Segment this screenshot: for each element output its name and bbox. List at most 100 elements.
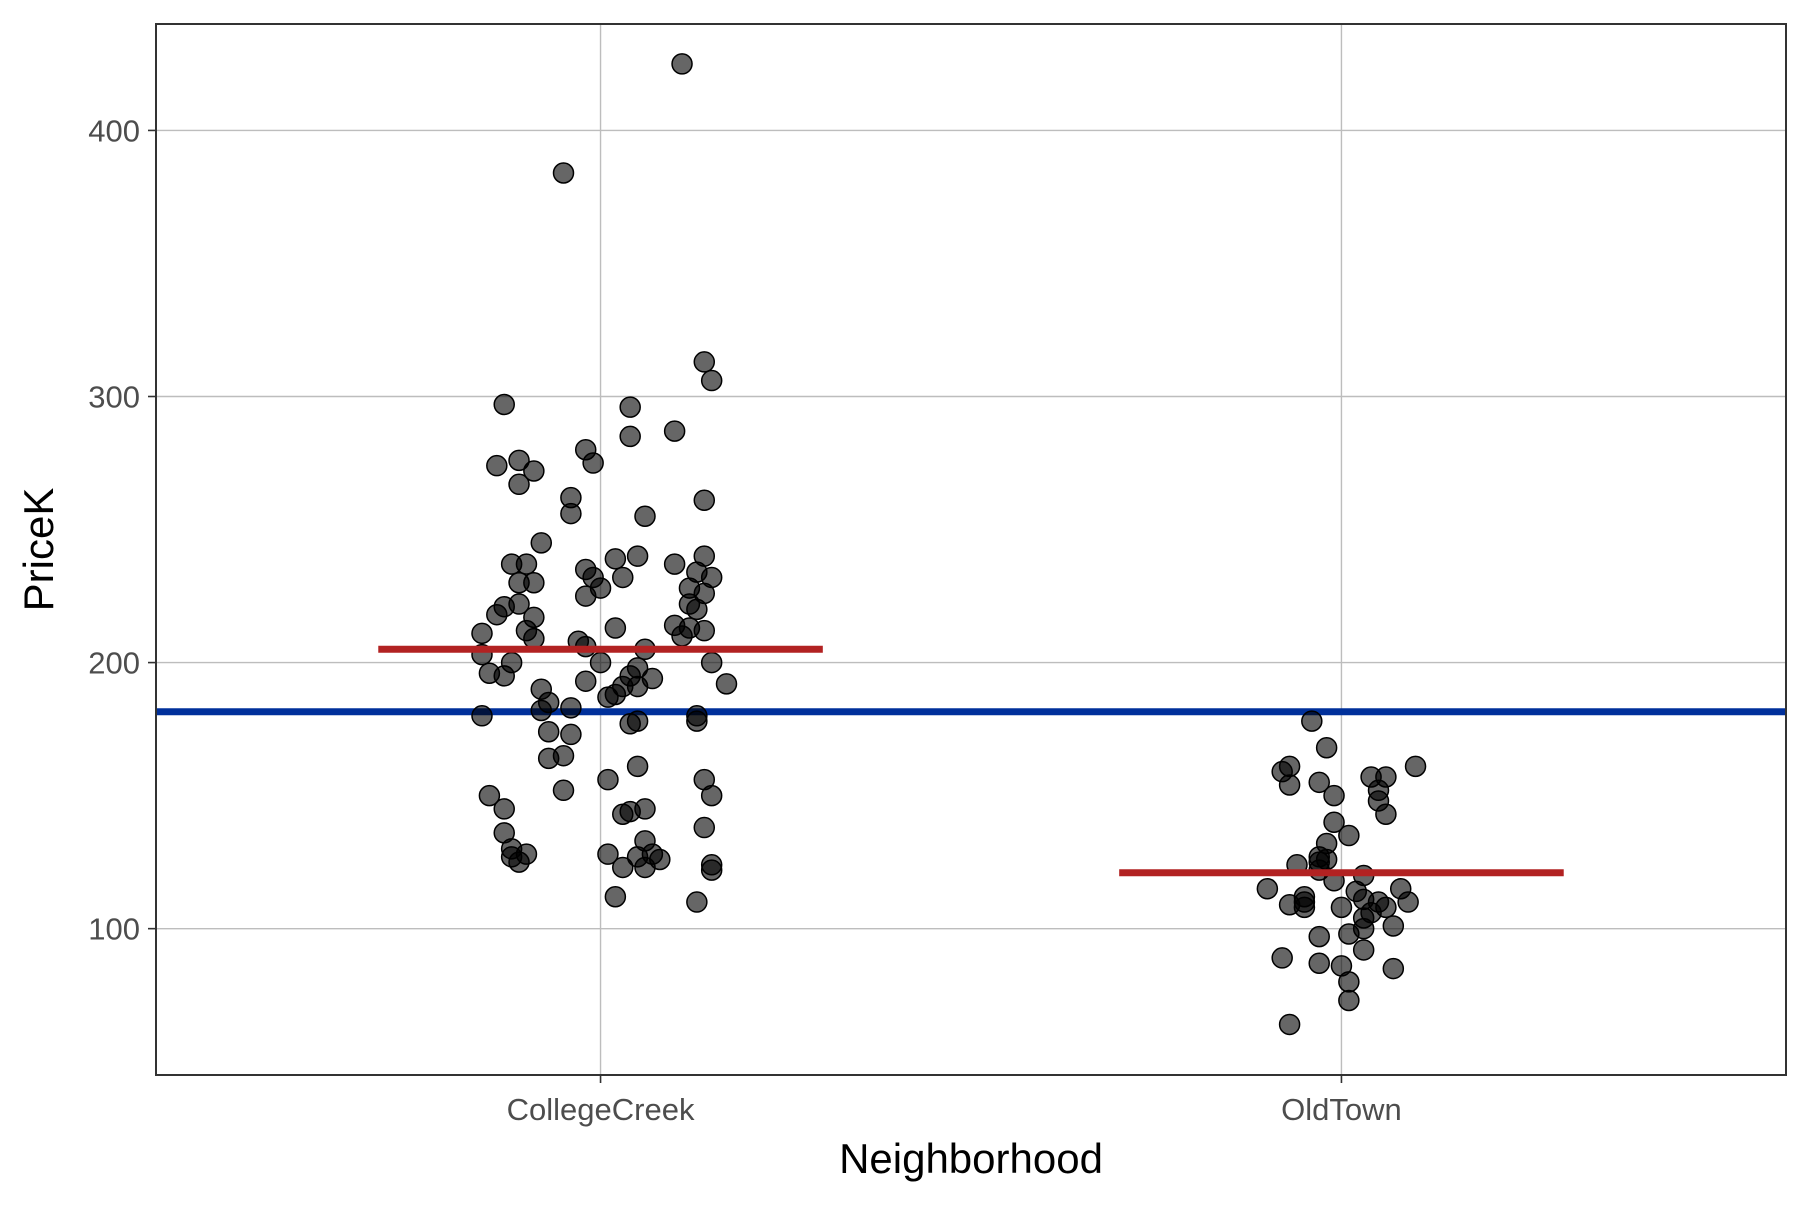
group-mean-layer — [378, 645, 1564, 877]
data-point — [552, 779, 575, 802]
data-point — [1308, 925, 1330, 948]
y-tick-label: 200 — [88, 646, 140, 681]
data-point — [1323, 811, 1345, 833]
data-point — [686, 598, 708, 621]
data-point — [700, 651, 723, 674]
data-point — [1352, 939, 1375, 961]
data-points — [471, 53, 1427, 1036]
data-point — [508, 473, 530, 496]
data-point — [715, 673, 738, 695]
data-point — [552, 744, 575, 767]
data-point — [515, 553, 538, 575]
data-point — [471, 622, 493, 645]
data-point — [693, 351, 716, 373]
data-point — [634, 798, 656, 820]
x-axis-title: Neighborhood — [839, 1135, 1103, 1182]
data-point — [1382, 915, 1405, 937]
data-point — [486, 454, 508, 477]
data-point — [1375, 803, 1397, 825]
data-point — [700, 784, 723, 807]
y-axis-title: PriceK — [15, 488, 62, 612]
data-point — [686, 891, 708, 913]
y-axis-ticks: 100 200 300 400 — [88, 113, 156, 947]
data-point — [574, 585, 597, 607]
data-point — [493, 798, 515, 820]
data-point — [686, 710, 708, 732]
data-point — [663, 420, 686, 442]
data-point — [693, 816, 716, 839]
data-point — [634, 856, 656, 879]
data-point — [612, 856, 634, 879]
data-point — [604, 548, 627, 570]
data-point — [1301, 710, 1323, 732]
data-point — [626, 710, 649, 732]
x-tick-label: OldTown — [1281, 1092, 1402, 1127]
grid-lines — [156, 24, 1786, 1075]
data-point — [597, 686, 619, 708]
data-point — [1308, 771, 1330, 794]
data-point — [634, 505, 656, 527]
data-point — [1330, 896, 1353, 919]
data-point — [612, 803, 634, 825]
data-point — [1382, 957, 1405, 980]
y-tick-label: 400 — [88, 113, 140, 148]
data-point — [560, 723, 582, 746]
data-point — [597, 843, 619, 865]
data-point — [486, 603, 508, 626]
y-tick-label: 100 — [88, 912, 140, 947]
data-point — [1338, 971, 1360, 993]
data-point — [1338, 923, 1360, 945]
data-point — [537, 721, 560, 743]
data-point — [1323, 784, 1345, 807]
data-point — [604, 617, 627, 639]
data-point — [1308, 952, 1330, 974]
data-point — [1278, 774, 1301, 796]
data-point — [1271, 947, 1293, 969]
data-point — [1315, 736, 1338, 759]
data-point — [626, 755, 649, 778]
plot-panel-border — [155, 23, 1787, 1076]
data-point — [693, 619, 716, 642]
data-point — [619, 396, 641, 418]
data-point — [1397, 891, 1419, 913]
data-point — [671, 53, 693, 75]
data-point — [493, 393, 515, 416]
data-point — [693, 489, 716, 512]
data-point — [1338, 824, 1360, 847]
data-point — [700, 369, 723, 392]
data-point — [619, 425, 641, 448]
data-point — [530, 699, 553, 722]
data-point — [478, 784, 501, 807]
data-point — [1293, 896, 1316, 919]
data-point — [508, 449, 530, 472]
data-point — [1256, 877, 1279, 900]
data-point — [530, 532, 553, 554]
data-point — [604, 885, 627, 908]
data-point — [671, 625, 693, 647]
x-axis-ticks: CollegeCreek OldTown — [507, 1075, 1402, 1127]
data-point — [552, 162, 575, 184]
data-point — [663, 553, 686, 575]
data-point — [582, 452, 604, 474]
y-tick-label: 300 — [88, 380, 140, 415]
data-point — [493, 665, 515, 687]
data-point — [1338, 989, 1360, 1012]
data-point — [471, 705, 493, 727]
data-point — [574, 670, 597, 692]
data-point — [612, 566, 634, 589]
x-tick-label: CollegeCreek — [507, 1092, 695, 1127]
data-point — [508, 851, 530, 873]
data-point — [1278, 1013, 1301, 1036]
data-point — [560, 502, 582, 525]
data-point — [523, 460, 545, 482]
data-point — [626, 675, 649, 698]
data-point — [523, 627, 545, 650]
data-point — [508, 572, 530, 594]
data-point — [1404, 755, 1427, 778]
data-point — [560, 697, 582, 719]
data-point — [589, 651, 612, 674]
data-point — [626, 545, 649, 567]
